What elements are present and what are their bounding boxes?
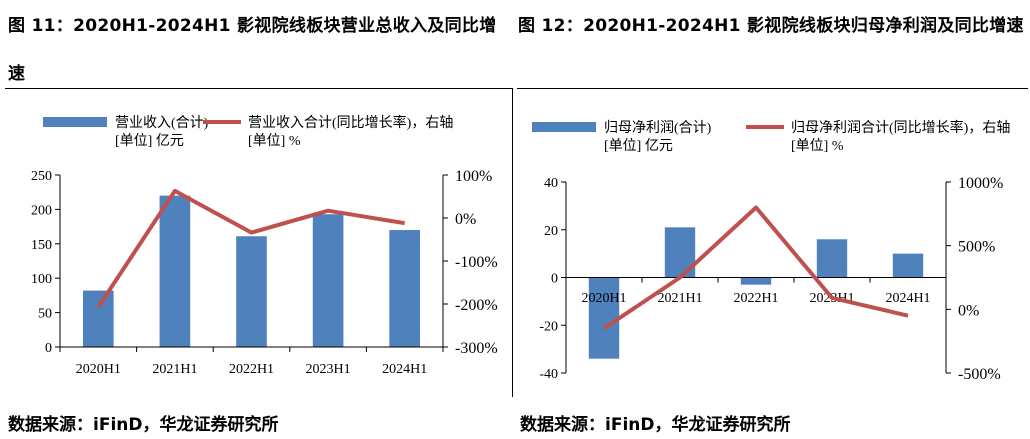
figure-11-source: 数据来源：iFinD，华龙证券研究所	[8, 415, 279, 435]
legend-line-label: [单位] %	[791, 138, 844, 154]
bar-2024H1	[389, 230, 421, 347]
x-tick-label: 2020H1	[76, 362, 121, 377]
left-y-tick-label: 0	[551, 272, 558, 287]
right-y-tick-label: -300%	[455, 340, 498, 357]
revenue-chart: 营业收入(合计) [单位] 亿元 营业收入合计(同比增长率)，右轴 [单位] % 0 50…	[31, 114, 498, 377]
x-tick-label: 2022H1	[229, 362, 274, 377]
legend-line-label: 营业收入合计(同比增长率)，右轴	[248, 114, 453, 131]
right-y-tick-label: 100%	[455, 168, 492, 185]
bar-2024H1	[892, 253, 924, 278]
left-y-tick-label: 40	[544, 176, 558, 191]
x-tick-label: 2024H1	[382, 362, 427, 377]
growth-rate-line	[96, 188, 406, 309]
left-y-tick-label: -20	[539, 319, 558, 334]
bar-2023H1	[312, 214, 344, 347]
left-y-tick-label: 100	[31, 272, 52, 287]
right-y-tick-label: 1000%	[958, 175, 1003, 192]
left-y-tick-label: 250	[31, 169, 52, 184]
bar-2020H1	[82, 290, 114, 347]
right-y-tick-label: 0%	[958, 302, 979, 319]
left-y-tick-label: 150	[31, 238, 52, 253]
figure-11-title: 图 11：2020H1-2024H1 影视院线板块营业总收入及同比增速	[8, 16, 497, 84]
left-y-tick-label: 200	[31, 203, 52, 218]
right-y-tick-label: -500%	[958, 366, 1001, 383]
x-tick-label: 2020H1	[581, 291, 626, 306]
x-tick-label: 2021H1	[152, 362, 197, 377]
x-tick-label: 2022H1	[733, 291, 778, 306]
left-y-tick-label: -40	[539, 367, 558, 382]
net-profit-chart: 归母净利润(合计) [单位] 亿元 归母净利润合计(同比增长率)，右轴 [单位] % -…	[532, 119, 1010, 383]
legend-bar-label: 营业收入(合计)	[115, 115, 209, 131]
bar-2022H1	[236, 236, 267, 347]
legend-bar-label: 归母净利润(合计)	[604, 119, 712, 136]
legend-bar-label: [单位] 亿元	[115, 133, 184, 149]
legend-bar-swatch	[43, 117, 107, 127]
legend-bar-label: [单位] 亿元	[604, 138, 673, 154]
x-tick-label: 2024H1	[885, 291, 930, 306]
figure-12-chart-panel: 归母净利润(合计) [单位] 亿元 归母净利润合计(同比增长率)，右轴 [单位] % -…	[517, 88, 1028, 397]
right-y-tick-label: 500%	[958, 239, 995, 256]
right-y-tick-label: -100%	[455, 254, 498, 271]
bar-2021H1	[159, 195, 191, 347]
bar-2022H1	[740, 277, 772, 285]
figure-12-source: 数据来源：iFinD，华龙证券研究所	[520, 415, 791, 435]
left-y-tick-label: 50	[38, 307, 52, 322]
left-y-tick-label: 20	[544, 224, 558, 239]
left-y-tick-label: 0	[45, 341, 52, 356]
right-y-tick-label: -200%	[455, 297, 498, 314]
figure-11-chart-panel: 营业收入(合计) [单位] 亿元 营业收入合计(同比增长率)，右轴 [单位] % 0 50…	[5, 88, 513, 397]
x-tick-label: 2023H1	[306, 362, 351, 377]
bar-2020H1	[588, 277, 620, 359]
legend-line-label: 归母净利润合计(同比增长率)，右轴	[791, 119, 1010, 136]
legend-bar-swatch	[532, 122, 596, 132]
bar-2023H1	[816, 239, 848, 278]
legend-line-label: [单位] %	[248, 133, 301, 149]
right-y-tick-label: 0%	[455, 211, 476, 228]
figure-12-title: 图 12：2020H1-2024H1 影视院线板块归母净利润及同比增速	[518, 16, 1024, 36]
x-tick-label: 2021H1	[657, 291, 702, 306]
growth-rate-line	[602, 205, 909, 331]
